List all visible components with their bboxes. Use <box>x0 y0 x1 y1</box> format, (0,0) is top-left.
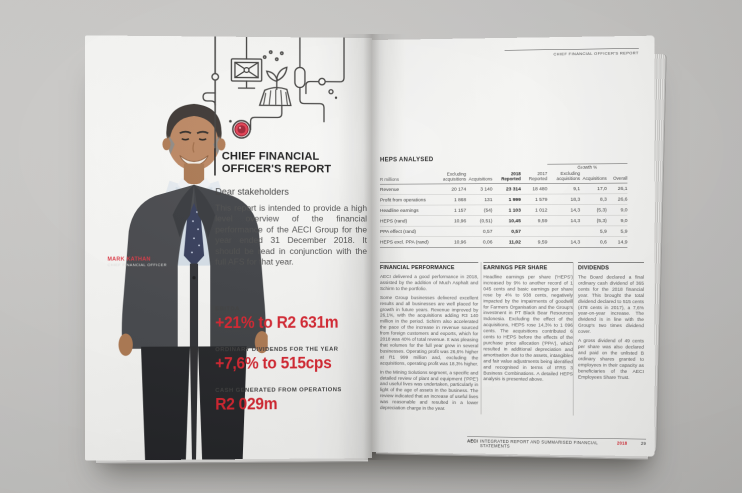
column-heading: FINANCIAL PERFORMANCE <box>379 262 479 271</box>
column-dividends: DIVIDENDS The Board declared a final ord… <box>578 262 644 417</box>
right-page-number: 29 <box>640 441 647 447</box>
body-paragraph: In the Mining Solutions segment, a speci… <box>379 368 479 411</box>
column-heading: DIVIDENDS <box>578 262 644 272</box>
body-paragraph: A gross dividend of 49 cents per share w… <box>578 337 644 380</box>
body-paragraph: The Board declared a final ordinary cash… <box>578 273 644 335</box>
body-paragraph: Headline earnings per share ('HEPS') inc… <box>483 273 573 382</box>
footer-text: INTEGRATED REPORT AND SUMMARISED FINANCI… <box>480 439 598 449</box>
stat-ebitda: EBITDA +21% to R2 631m <box>215 305 369 332</box>
body-paragraph: AECI delivered a good performance in 201… <box>379 273 479 292</box>
body-paragraph: Some Group businesses delivered excellen… <box>379 294 479 367</box>
photo-caption: MARK KATHAN CHIEF FINANCIAL OFFICER <box>107 256 166 267</box>
monitor-icon <box>231 37 261 89</box>
table-row: Profit from operations 1 868 131 1 999 1 5… <box>379 194 628 206</box>
stat-dividends: ORDINARY DIVIDENDS FOR THE YEAR +7,6% to… <box>215 346 369 373</box>
table-header-row: R millions Excluding acquisitions Acquisi… <box>379 170 628 185</box>
circuit-lines <box>203 36 345 149</box>
footer-year: 2018 <box>616 441 628 446</box>
cfo-name: MARK KATHAN <box>107 256 151 263</box>
stat-label: EBITDA <box>215 305 240 312</box>
stat-label: CASH GENERATED FROM OPERATIONS <box>215 386 342 394</box>
sprout-field-icon <box>260 51 291 106</box>
circuit-illustration <box>197 36 345 150</box>
cfo-portrait-photo <box>118 103 268 461</box>
running-header: CHIEF FINANCIAL OFFICER'S REPORT <box>504 48 639 58</box>
coin-icon <box>233 121 250 138</box>
stat-label: ORDINARY DIVIDENDS FOR THE YEAR <box>215 345 339 353</box>
body-columns: FINANCIAL PERFORMANCE AECI delivered a g… <box>379 262 644 417</box>
cfo-role: CHIEF FINANCIAL OFFICER <box>107 262 167 268</box>
section-title: CHIEF FINANCIAL OFFICER'S REPORT <box>214 148 332 176</box>
section-title-line1: CHIEF FINANCIAL <box>221 149 320 163</box>
column-heading: EARNINGS PER SHARE <box>483 262 573 271</box>
table-row: HEPS (rand) 10,96 (0,51) 10,45 9,59 14,3 (5… <box>379 215 628 227</box>
footer-brand: AECI <box>467 438 479 444</box>
table-row: HEPS excl. PPA (rand) 10,96 0,06 11,02 9,5… <box>379 236 628 248</box>
stat-value: R2 029m <box>215 394 278 414</box>
table-row: PPA effect (rand) 0,57 0,57 5,9 5,9 <box>379 226 628 237</box>
stat-value: +7,6% to 515cps <box>215 353 332 373</box>
stat-cash-generated: CASH GENERATED FROM OPERATIONS R2 029m <box>215 386 369 413</box>
left-page: MARK KATHAN CHIEF FINANCIAL OFFICER 28 <box>84 35 373 461</box>
page-footer: AECI INTEGRATED REPORT AND SUMMARISED FI… <box>467 436 647 451</box>
key-stats: EBITDA +21% to R2 631m ORDINARY DIVIDEND… <box>215 305 369 428</box>
left-page-number: 28 <box>115 427 121 434</box>
column-earnings-per-share: EARNINGS PER SHARE Headline earnings per… <box>483 262 573 416</box>
section-title-line2: OFFICER'S REPORT <box>221 161 332 175</box>
table-row: Headline earnings 1 157 (54) 1 103 1 012 1… <box>379 204 628 216</box>
column-financial-performance: FINANCIAL PERFORMANCE AECI delivered a g… <box>379 262 479 415</box>
table-title: HEPS ANALYSED <box>379 155 434 163</box>
right-page: CHIEF FINANCIAL OFFICER'S REPORT HEPS AN… <box>372 35 655 457</box>
capsule-icon <box>293 36 305 88</box>
growth-group-header: Growth % <box>380 163 628 172</box>
stat-value: +21% to R2 631m <box>215 312 339 332</box>
heps-table: Growth % R millions Excluding acquisition… <box>379 163 628 248</box>
salutation: Dear stakeholders <box>215 186 289 197</box>
intro-paragraph: This report is intended to provide a hig… <box>215 203 368 267</box>
